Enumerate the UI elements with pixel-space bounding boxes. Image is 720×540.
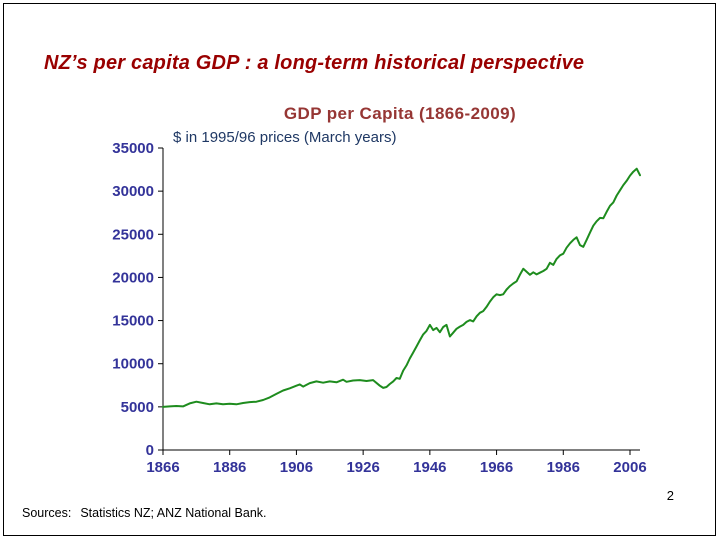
- x-tick-label: 2006: [613, 459, 646, 476]
- sources: Sources: Statistics NZ; ANZ National Bank…: [22, 506, 267, 520]
- y-tick-label: 25000: [112, 226, 154, 243]
- y-tick-label: 10000: [112, 356, 154, 373]
- x-tick-label: 1986: [547, 459, 580, 476]
- y-tick-label: 35000: [112, 140, 154, 157]
- x-tick-label: 1926: [346, 459, 379, 476]
- x-tick-label: 1946: [413, 459, 446, 476]
- y-tick-label: 20000: [112, 269, 154, 286]
- x-tick-label: 1886: [213, 459, 246, 476]
- page-number: 2: [666, 488, 674, 503]
- slide-border: [3, 3, 716, 536]
- y-tick-label: 15000: [112, 313, 154, 330]
- y-tick-label: 5000: [121, 399, 154, 416]
- slide-title: NZ’s per capita GDP : a long-term histor…: [44, 52, 585, 74]
- gdp-line: [162, 167, 641, 408]
- y-tick-label: 0: [146, 442, 154, 459]
- chart-title: GDP per Capita (1866-2009): [283, 104, 517, 123]
- sources-label: Sources:: [22, 506, 72, 520]
- x-tick-label: 1866: [146, 459, 179, 476]
- y-tick-label: 30000: [112, 183, 154, 200]
- chart-subtitle: $ in 1995/96 prices (March years): [173, 129, 397, 146]
- gdp-line-chart: 0 5000 10000 15000 20000 25000 30000 35000 1866 1…: [112, 140, 646, 476]
- x-tick-label: 1906: [280, 459, 313, 476]
- x-tick-label: 1966: [480, 459, 513, 476]
- sources-text: Statistics NZ; ANZ National Bank.: [80, 506, 267, 520]
